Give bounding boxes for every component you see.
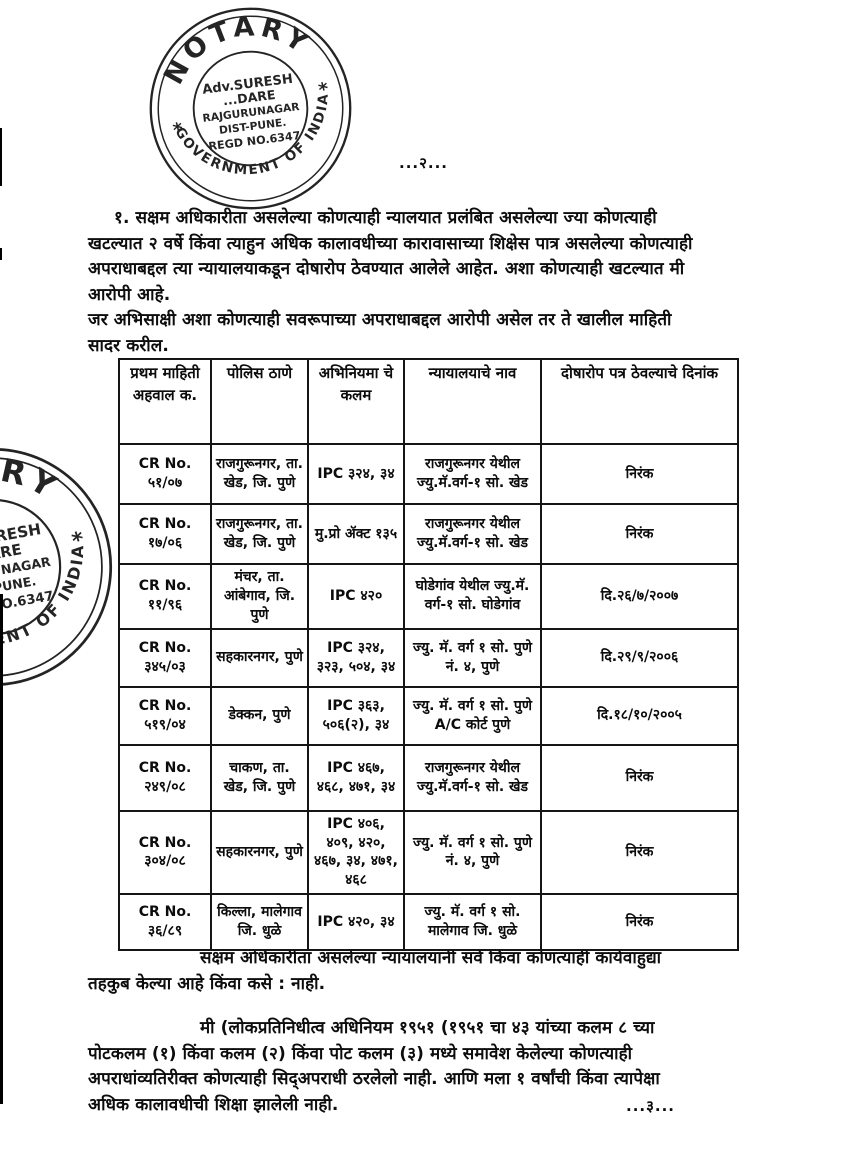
cell-court: ज्यु. मॅ. वर्ग १ सो. पुणे नं. ४, पुणे	[403, 627, 542, 688]
cell-sections: IPC ३६३, ५०६(२), ३४	[307, 685, 405, 746]
cell-fir-no: CR No. १७/०६	[118, 503, 212, 565]
cell-date: निरंक	[540, 893, 739, 952]
clause-1-continuation: जर अभिसाक्षी अशा कोणत्याही सवरूपाच्या अप…	[88, 310, 672, 356]
header-police-station: पोलिस ठाणे	[210, 358, 309, 445]
cell-fir-no: CR No. ३६/८९	[118, 893, 212, 952]
fir-label: CR No.	[138, 578, 192, 595]
page-number-bottom: ...३...	[626, 1097, 675, 1115]
cell-date: निरंक	[540, 743, 739, 812]
fir-number: ३६/८९	[147, 923, 183, 940]
cell-police-station: चाकण, ता. खेड, जि. पुणे	[210, 743, 309, 812]
cell-fir-no: CR No. ११/९६	[118, 563, 212, 630]
cell-police-station: सहकारनगर, पुणे	[210, 809, 309, 896]
cell-date: दि.१८/१०/२००५	[540, 685, 739, 746]
cell-court: ज्यु. मॅ. वर्ग १ सो. मालेगाव जि. धुळे	[403, 893, 542, 952]
table-row: CR No. ५१९/०४ डेक्कन, पुणे IPC ३६३, ५०६(२…	[118, 685, 739, 746]
table-row: CR No. ११/९६ मंचर, ता. आंबेगाव, जि. पुणे …	[118, 563, 739, 630]
representation-act-paragraph: मी (लोकप्रतिनिधीत्व अधिनियम १९५१ (१९५१ च…	[88, 1018, 660, 1115]
cell-sections: IPC ३२४, ३४	[307, 443, 405, 505]
cell-court: ज्यु. मॅ. वर्ग १ सो. पुणे A/C कोर्ट पुणे	[403, 685, 542, 746]
clause-1-paragraph: १. सक्षम अधिकारीता असलेल्या कोणत्याही न्…	[88, 208, 693, 305]
notary-stamp-left-partial: NOTARY GOVERNMENT OF INDIA * * Adv.SURES…	[0, 416, 144, 718]
fir-number: ११/९६	[147, 597, 183, 614]
fir-number: १७/०६	[147, 535, 183, 551]
fir-label: CR No.	[138, 639, 192, 656]
stamp-line-surname: ...DARE	[222, 87, 276, 108]
fir-label: CR No.	[138, 759, 192, 776]
cell-fir-no: CR No. ३४५/०३	[118, 627, 212, 688]
cell-fir-no: CR No. ५१९/०४	[118, 685, 212, 746]
cell-police-station: राजगुरूनगर, ता. खेड, जि. पुणे	[210, 443, 309, 505]
fir-number: ३४५/०३	[144, 658, 186, 675]
fir-number: ५१९/०४	[144, 716, 186, 733]
scan-edge-mark	[0, 128, 2, 186]
header-court-name: न्यायालयाचे नाव	[403, 358, 542, 445]
cell-court: ज्यु. मॅ. वर्ग १ सो. पुणे नं. ४, पुणे	[403, 809, 542, 896]
cell-date: निरंक	[540, 443, 739, 505]
cell-fir-no: CR No. ३०४/०८	[118, 809, 212, 896]
cell-court: घोडेगांव येथील ज्यु.मॅ. वर्ग-१ सो. घोडेग…	[403, 563, 542, 630]
table-row: CR No. ३४५/०३ सहकारनगर, पुणे IPC ३२४, ३२३…	[118, 627, 739, 688]
notary-stamp-seal: NOTARY GOVERNMENT OF INDIA * * Adv.SURES…	[148, 0, 352, 210]
fir-number: ३०४/०८	[144, 853, 186, 870]
cell-sections: IPC ४२०	[307, 563, 405, 630]
fir-number: २४९/०८	[144, 778, 186, 795]
table-row: CR No. ३०४/०८ सहकारनगर, पुणे IPC ४०६, ४०९…	[118, 809, 739, 896]
notary-stamp-seal: NOTARY GOVERNMENT OF INDIA * * Adv.SURES…	[0, 427, 113, 687]
cell-police-station: डेक्कन, पुणे	[210, 685, 309, 746]
cell-sections: मु.प्रो ॲक्ट १३५	[307, 503, 405, 565]
stay-of-proceedings-paragraph: सक्षम अधिकारीता असलेल्या न्यायालयांनी सर…	[88, 948, 662, 994]
fir-number: ५१/०७	[147, 475, 183, 491]
table-row: CR No. २४९/०८ चाकण, ता. खेड, जि. पुणे IPC…	[118, 743, 739, 812]
cell-police-station: मंचर, ता. आंबेगाव, जि. पुणे	[210, 563, 309, 630]
cell-court: राजगुरूनगर येथील ज्यु.मॅ.वर्ग-१ सो. खेड	[403, 503, 542, 565]
cell-sections: IPC ३२४, ३२३, ५०४, ३४	[307, 627, 405, 688]
fir-label: CR No.	[138, 697, 192, 714]
cell-date: निरंक	[540, 809, 739, 896]
cell-police-station: सहकारनगर, पुणे	[210, 627, 309, 688]
table-row: CR No. ३६/८९ किल्ला, मालेगाव जि. धुळे IPC…	[118, 893, 739, 952]
cell-fir-no: CR No. ५१/०७	[118, 443, 212, 505]
cell-sections: IPC ४०६, ४०९, ४२०, ४६७, ३४, ४७१, ४६८	[307, 809, 405, 896]
scan-edge-mark	[0, 248, 2, 260]
page-number-top: ...२...	[399, 154, 448, 172]
cell-court: राजगुरूनगर येथील ज्यु.मॅ.वर्ग-१ सो. खेड	[403, 443, 542, 505]
header-fir-no: प्रथम माहिती अहवाल क.	[118, 358, 212, 445]
cell-fir-no: CR No. २४९/०८	[118, 743, 212, 812]
fir-label: CR No.	[138, 456, 192, 473]
table-row: CR No. ५१/०७ राजगुरूनगर, ता. खेड, जि. पुण…	[118, 443, 739, 505]
fir-label: CR No.	[138, 904, 192, 921]
cell-court: राजगुरूनगर येथील ज्यु.मॅ.वर्ग-१ सो. खेड	[403, 743, 542, 812]
cell-police-station: किल्ला, मालेगाव जि. धुळे	[210, 893, 309, 952]
cell-police-station: राजगुरूनगर, ता. खेड, जि. पुणे	[210, 503, 309, 565]
notary-stamp-top: NOTARY GOVERNMENT OF INDIA * * Adv.SURES…	[126, 0, 375, 233]
cell-date: दि.२६/७/२००७	[540, 563, 739, 630]
scan-edge-line	[0, 594, 3, 1104]
table-row: CR No. १७/०६ राजगुरूनगर, ता. खेड, जि. पुण…	[118, 503, 739, 565]
header-chargesheet-date: दोषारोप पत्र ठेवल्याचे दिनांक	[540, 358, 739, 445]
fir-label: CR No.	[138, 516, 192, 533]
header-act-section: अभिनियमा चे कलम	[307, 358, 405, 445]
table-header-row: प्रथम माहिती अहवाल क. पोलिस ठाणे अभिनियम…	[118, 358, 739, 445]
cases-table: प्रथम माहिती अहवाल क. पोलिस ठाणे अभिनियम…	[118, 358, 739, 952]
clause-1-block: १. सक्षम अधिकारीता असलेल्या कोणत्याही न्…	[88, 206, 706, 359]
fir-label: CR No.	[138, 834, 192, 851]
cell-date: निरंक	[540, 503, 739, 565]
cell-sections: IPC ४२०, ३४	[307, 893, 405, 952]
cell-date: दि.२९/९/२००६	[540, 627, 739, 688]
cell-sections: IPC ४६७, ४६८, ४७१, ३४	[307, 743, 405, 812]
